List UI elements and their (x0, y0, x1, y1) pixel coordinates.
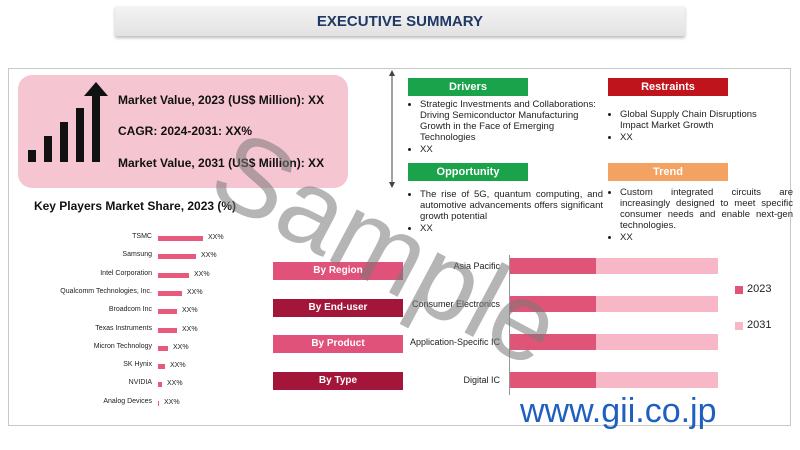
player-bar (158, 327, 177, 333)
player-value: XX% (201, 252, 217, 260)
drivers-list: Strategic Investments and Collaborations… (408, 99, 603, 156)
segment-2031 (596, 258, 718, 274)
trend-header: Trend (608, 163, 728, 181)
player-bar (158, 309, 177, 315)
bullet: XX (620, 232, 793, 243)
player-bar (158, 345, 168, 351)
segment-button[interactable]: By Region (273, 262, 403, 280)
bullet: Strategic Investments and Collaborations… (420, 99, 603, 143)
category-label: Asia Pacific (453, 261, 500, 271)
axis-line (509, 255, 510, 395)
restraints-header: Restraints (608, 78, 728, 96)
player-value: XX% (173, 343, 189, 351)
restraints-list: Global Supply Chain Disruptions Impact M… (608, 109, 783, 144)
segment-button[interactable]: By Type (273, 371, 403, 390)
player-bar (158, 236, 203, 241)
category-label: Digital IC (463, 375, 500, 385)
player-value: XX% (208, 234, 224, 241)
player-name: SK Hynix (123, 361, 152, 369)
drivers-header: Drivers (408, 78, 528, 96)
player-value: XX% (164, 398, 180, 406)
player-bar (158, 382, 162, 388)
category-label: Consumer Electronics (411, 299, 500, 309)
player-name: Texas Instruments (95, 324, 152, 332)
player-value: XX% (167, 380, 183, 388)
bullet: The rise of 5G, quantum computing, and a… (420, 189, 603, 222)
market-box (18, 75, 348, 188)
player-bar (158, 400, 159, 406)
divider-arrow (389, 70, 395, 188)
segment-2031 (596, 296, 718, 312)
player-bar (158, 272, 189, 278)
legend-swatch (735, 322, 743, 330)
player-name: Samsung (122, 251, 152, 259)
bullet: Custom integrated circuits are increasin… (620, 187, 793, 231)
market-line: Market Value, 2023 (US$ Million): XX (118, 93, 325, 107)
key-players-title: Key Players Market Share, 2023 (%) (33, 199, 237, 213)
growth-icon (28, 82, 108, 162)
segment-button[interactable]: By Product (273, 335, 403, 353)
legend-label: 2023 (747, 283, 772, 295)
segment-2023 (510, 334, 596, 350)
title: EXECUTIVE SUMMARY (316, 13, 484, 30)
segment-2031 (596, 372, 718, 388)
player-name: Analog Devices (103, 397, 152, 405)
segment-2031 (596, 334, 718, 350)
bullet: Global Supply Chain Disruptions Impact M… (620, 109, 783, 131)
bullet: XX (420, 144, 603, 155)
segment-2023 (510, 372, 596, 388)
trend-list: Custom integrated circuits are increasin… (608, 187, 793, 244)
player-bar (158, 364, 165, 370)
category-label: Application-Specific IC (409, 337, 500, 347)
player-name: Intel Corporation (100, 269, 152, 277)
player-bar (158, 290, 182, 296)
bullet: XX (420, 223, 603, 234)
player-value: XX% (182, 325, 198, 333)
opportunity-list: The rise of 5G, quantum computing, and a… (408, 189, 603, 235)
player-name: Micron Technology (93, 342, 152, 350)
opportunity-header: Opportunity (408, 163, 528, 181)
player-value: XX% (194, 270, 210, 278)
player-name: TSMC (132, 233, 152, 240)
player-name: Qualcomm Technologies, Inc. (60, 287, 152, 295)
market-line: CAGR: 2024-2031: XX% (118, 124, 253, 138)
bullet: XX (620, 132, 783, 143)
site-url: www.gii.co.jp (520, 392, 717, 430)
title-band (115, 6, 685, 36)
player-name: NVIDIA (128, 379, 152, 387)
segment-2023 (510, 296, 596, 312)
frame (8, 68, 791, 426)
legend-label: 2031 (747, 319, 772, 331)
legend-swatch (735, 286, 743, 294)
player-name: Broadcom Inc (108, 306, 152, 314)
player-bar (158, 254, 196, 260)
segment-2023 (510, 258, 596, 274)
segment-button[interactable]: By End-user (273, 298, 403, 317)
player-value: XX% (187, 288, 203, 296)
player-value: XX% (170, 362, 186, 370)
player-value: XX% (182, 307, 198, 315)
market-line: Market Value, 2031 (US$ Million): XX (118, 156, 325, 170)
